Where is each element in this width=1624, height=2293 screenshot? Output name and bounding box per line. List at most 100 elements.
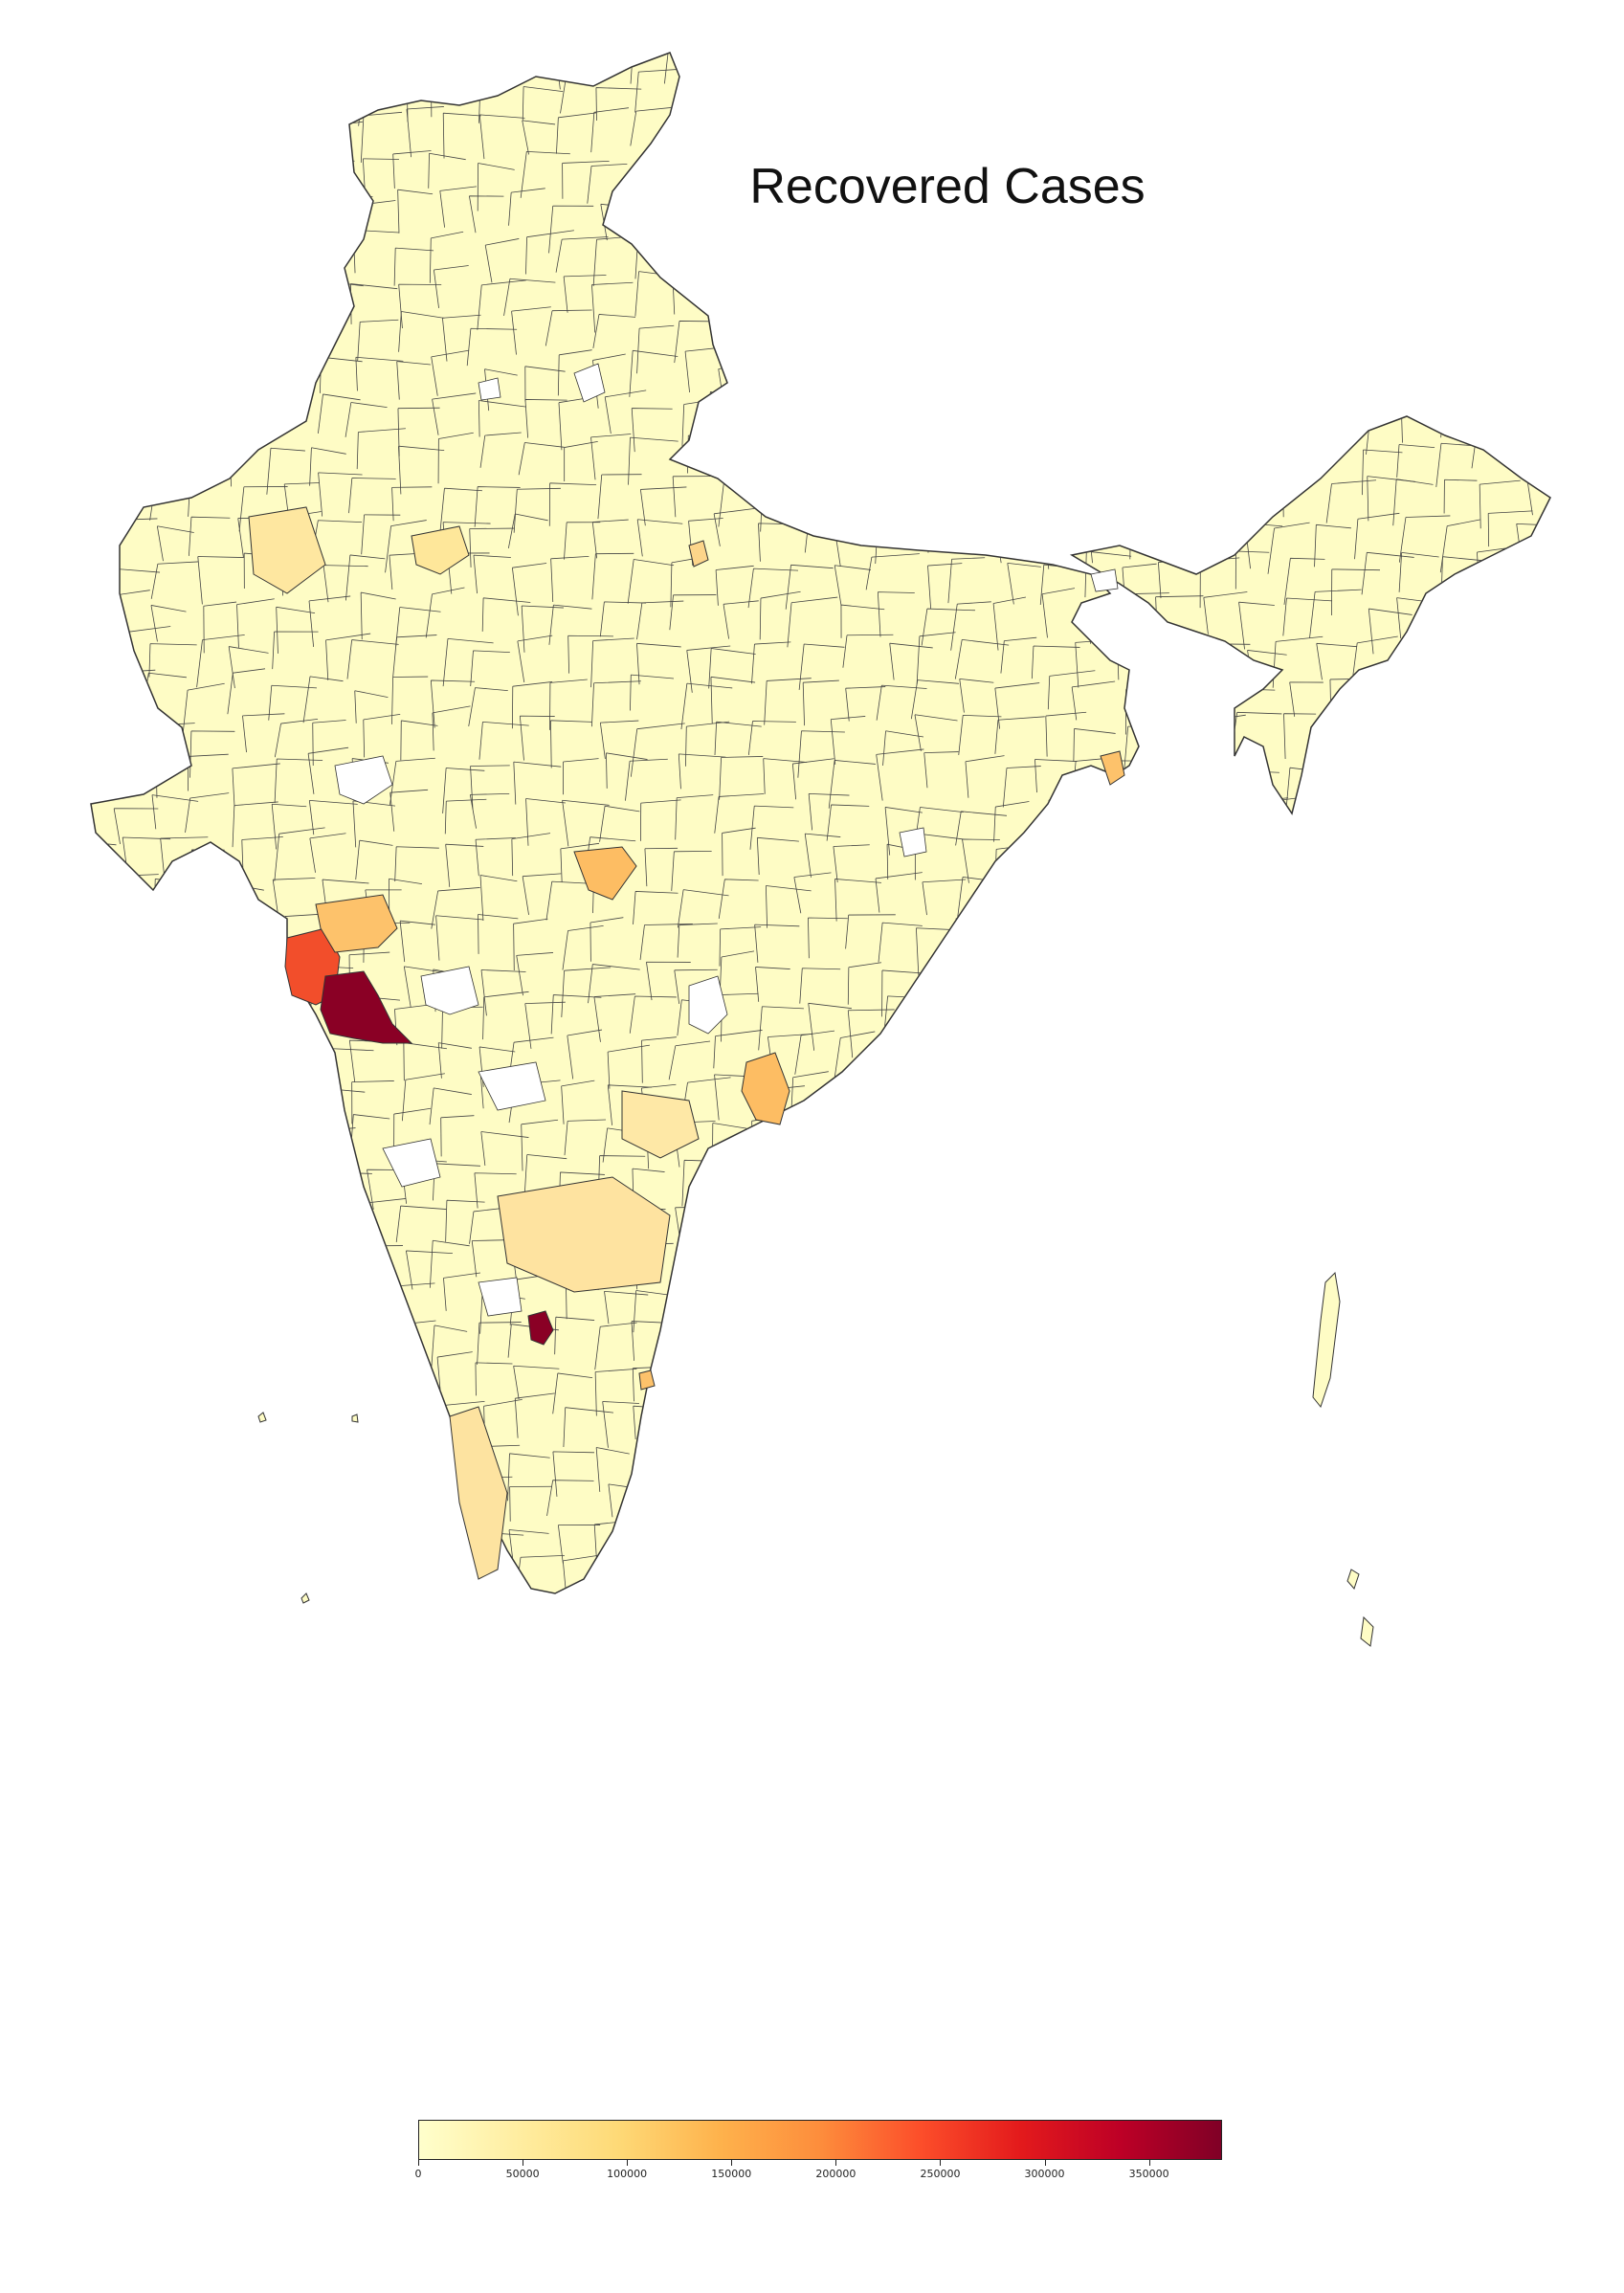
district-boundary xyxy=(91,472,117,515)
district-boundary xyxy=(397,189,434,234)
district-boundary xyxy=(196,434,235,482)
district-boundary xyxy=(1348,1243,1390,1277)
district-boundary xyxy=(1127,873,1174,924)
district-boundary xyxy=(279,53,316,71)
district-boundary xyxy=(561,1600,603,1641)
district-boundary xyxy=(304,1325,353,1376)
district-boundary xyxy=(1474,834,1510,872)
district-boundary xyxy=(406,106,444,158)
district-boundary xyxy=(869,1198,909,1240)
district-boundary xyxy=(166,197,199,243)
district-boundary xyxy=(803,1442,848,1488)
district-boundary xyxy=(431,1325,468,1367)
district-boundary xyxy=(1241,362,1277,399)
district-boundary xyxy=(150,605,187,642)
district-boundary xyxy=(1487,510,1533,547)
district-boundary xyxy=(911,1250,956,1294)
district-boundary xyxy=(238,486,288,532)
district-boundary xyxy=(344,1601,385,1637)
district-boundary xyxy=(1572,366,1606,402)
district-boundary xyxy=(1283,557,1325,605)
district-boundary xyxy=(113,1485,156,1529)
district-boundary xyxy=(765,885,812,928)
district-boundary xyxy=(316,53,354,74)
district-boundary xyxy=(1086,1453,1126,1495)
district-boundary xyxy=(91,307,127,355)
district-boundary xyxy=(674,968,718,1004)
district-boundary xyxy=(874,440,920,483)
district-boundary xyxy=(1076,1113,1113,1156)
district-boundary xyxy=(1568,112,1613,151)
district-boundary xyxy=(839,191,881,244)
district-jaipur xyxy=(411,525,470,575)
district-boundary xyxy=(1076,1283,1111,1323)
district-boundary xyxy=(91,1476,121,1523)
no-data-region xyxy=(478,377,501,401)
district-boundary xyxy=(1354,512,1400,560)
district-boundary xyxy=(473,554,511,594)
district-boundary xyxy=(1079,1035,1124,1080)
district-boundary xyxy=(951,509,986,549)
district-boundary xyxy=(1525,188,1550,229)
district-boundary xyxy=(1395,768,1437,806)
district-boundary xyxy=(767,53,800,78)
district-boundary xyxy=(645,1445,683,1482)
district-boundary xyxy=(91,1449,107,1497)
district-boundary xyxy=(965,1169,998,1207)
district-boundary xyxy=(998,233,1036,273)
district-boundary xyxy=(630,723,685,777)
district-boundary xyxy=(754,924,800,963)
district-boundary xyxy=(1109,1480,1160,1525)
district-boundary xyxy=(606,752,648,789)
district-boundary xyxy=(349,1565,400,1593)
district-boundary xyxy=(91,69,107,111)
district-boundary xyxy=(792,1327,840,1376)
district-boundary xyxy=(479,875,518,921)
district-boundary xyxy=(1044,793,1094,838)
district-boundary xyxy=(871,1283,923,1335)
district-boundary xyxy=(912,1115,965,1167)
district-boundary xyxy=(395,1205,447,1242)
district-boundary xyxy=(560,842,600,883)
district-boundary xyxy=(1554,29,1595,73)
district-boundary xyxy=(882,730,924,766)
district-boundary xyxy=(1283,713,1317,760)
district-boundary xyxy=(844,1150,879,1200)
district-boundary xyxy=(122,1040,165,1084)
district-boundary xyxy=(232,1328,266,1365)
district-boundary xyxy=(1124,1603,1165,1641)
district-boundary xyxy=(1397,1531,1439,1577)
district-boundary xyxy=(226,931,264,968)
district-boundary xyxy=(1034,349,1068,385)
district-boundary xyxy=(876,1170,923,1213)
district-boundary xyxy=(91,1116,113,1162)
district-boundary xyxy=(906,444,951,487)
no-data-districts xyxy=(334,363,1119,1317)
district-bangalore-urban xyxy=(527,1310,554,1346)
district-boundary xyxy=(1272,361,1314,406)
district-boundary xyxy=(745,1369,798,1417)
district-boundary xyxy=(524,399,567,438)
district-boundary xyxy=(437,432,474,484)
district-boundary xyxy=(1190,1599,1241,1640)
district-boundary xyxy=(1071,680,1116,721)
district-boundary xyxy=(913,1402,950,1453)
district-boundary xyxy=(871,1559,916,1593)
district-boundary xyxy=(1070,117,1118,167)
district-boundary xyxy=(1398,642,1442,690)
district-boundary xyxy=(236,1082,280,1121)
district-boundary xyxy=(1350,1453,1393,1497)
district-boundary xyxy=(279,1241,328,1276)
district-boundary xyxy=(242,1523,277,1569)
district-boundary xyxy=(1549,403,1550,447)
district-boundary xyxy=(1483,1082,1532,1130)
district-boundary xyxy=(911,358,957,397)
district-boundary xyxy=(923,1290,969,1326)
district-boundary xyxy=(234,1162,286,1209)
district-boundary xyxy=(1152,320,1196,367)
district-boundary xyxy=(91,1035,119,1072)
district-boundary xyxy=(1316,642,1357,680)
district-boundary xyxy=(192,1205,226,1246)
district-boundary xyxy=(1479,144,1520,196)
district-boundary xyxy=(596,1606,633,1641)
